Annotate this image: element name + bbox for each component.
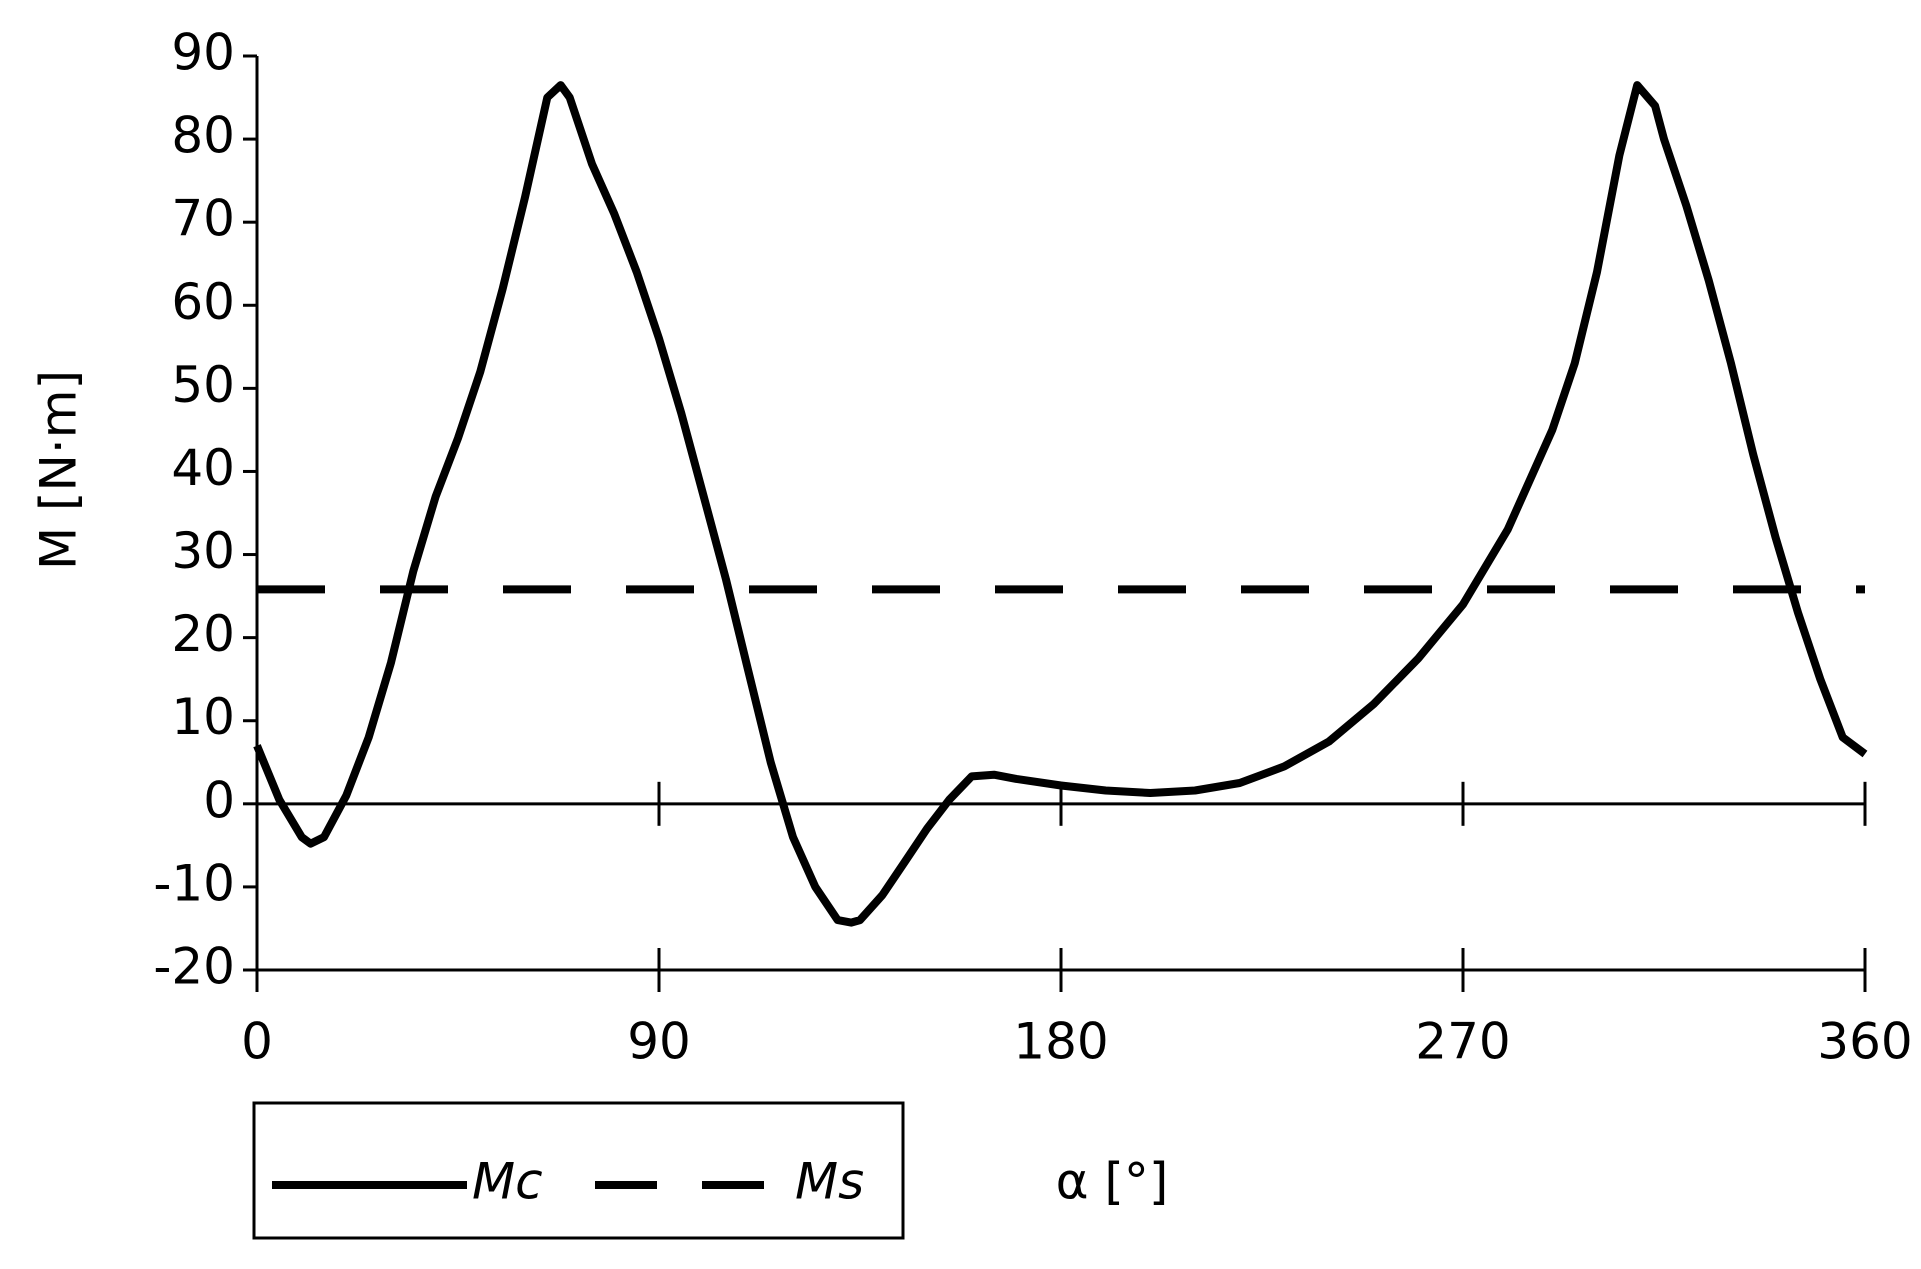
y-tick-label: -20 [153, 938, 235, 996]
legend-label: Ms [795, 1153, 864, 1211]
y-tick-label: 80 [171, 107, 235, 165]
x-tick-label: 360 [1817, 1013, 1912, 1071]
y-tick-label: 0 [203, 771, 235, 829]
x-tick-label: 180 [1013, 1013, 1108, 1071]
y-tick-label: 90 [171, 24, 235, 82]
x-axis-label: α [°] [1056, 1153, 1169, 1211]
legend-box [252, 1101, 905, 1240]
y-tick-label: 40 [171, 439, 235, 497]
y-tick-label: 60 [171, 273, 235, 331]
y-tick-label: -10 [153, 854, 235, 912]
series-line [253, 81, 1868, 927]
y-tick-label: 10 [171, 688, 235, 746]
y-tick-label: 30 [171, 522, 235, 580]
x-tick-label: 270 [1415, 1013, 1510, 1071]
y-tick-label: 70 [171, 190, 235, 248]
y-axis-label: M [N·m] [30, 370, 88, 570]
y-tick-label: 20 [171, 605, 235, 663]
x-tick-label: 0 [241, 1013, 273, 1071]
y-tick-label: 50 [171, 356, 235, 414]
x-tick-label: 90 [627, 1013, 691, 1071]
legend-label: Mc [472, 1153, 543, 1211]
